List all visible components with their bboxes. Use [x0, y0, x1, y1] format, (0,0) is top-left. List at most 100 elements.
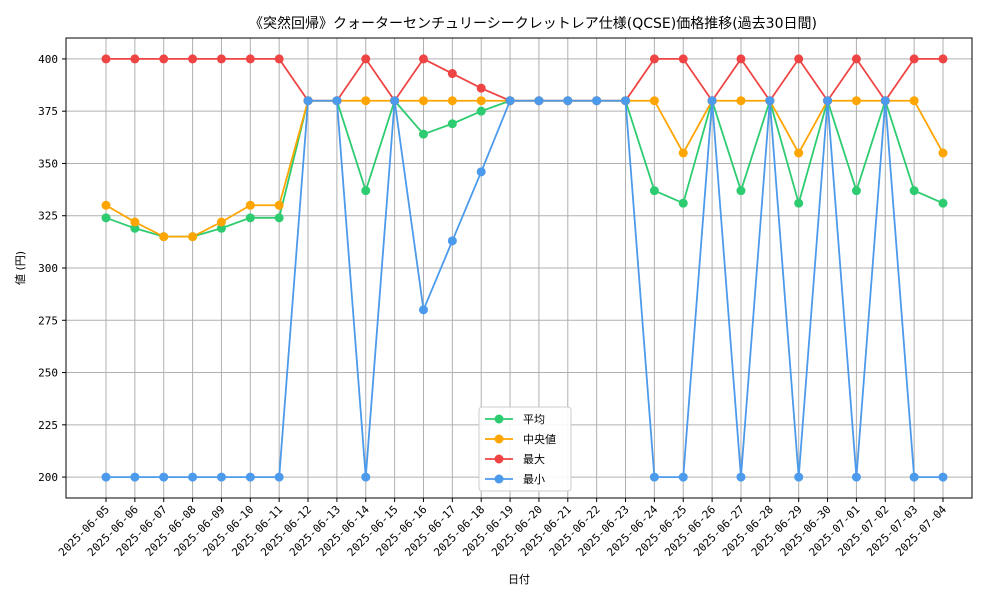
data-point	[274, 213, 284, 223]
data-point	[274, 200, 284, 210]
legend-item: 最大	[485, 452, 545, 466]
series-line	[105, 99, 944, 238]
data-point	[794, 148, 804, 158]
data-point	[216, 217, 226, 227]
data-point	[880, 96, 890, 106]
data-point	[476, 83, 486, 93]
data-point	[361, 54, 371, 64]
y-tick-label: 225	[38, 419, 58, 432]
data-point	[621, 96, 631, 106]
series-2	[101, 54, 948, 106]
data-point	[649, 54, 659, 64]
data-point	[274, 54, 284, 64]
data-point	[736, 96, 746, 106]
data-point	[909, 186, 919, 196]
data-point	[823, 96, 833, 106]
legend-swatch-marker	[494, 414, 504, 424]
data-point	[216, 223, 226, 233]
legend-swatch-marker	[494, 434, 504, 444]
data-point	[938, 54, 948, 64]
data-point	[159, 232, 169, 242]
data-point	[476, 96, 486, 106]
data-point	[447, 96, 457, 106]
legend-label: 最大	[523, 452, 545, 466]
data-point	[678, 54, 688, 64]
data-point	[101, 200, 111, 210]
data-point	[159, 54, 169, 64]
data-point	[476, 106, 486, 116]
data-point	[476, 167, 486, 177]
data-point	[361, 96, 371, 106]
data-point	[938, 472, 948, 482]
y-tick-label: 250	[38, 367, 58, 380]
data-point	[851, 54, 861, 64]
data-point	[909, 472, 919, 482]
data-point	[101, 54, 111, 64]
legend-item: 中央値	[485, 433, 556, 446]
data-point	[534, 96, 544, 106]
data-point	[188, 54, 198, 64]
data-point	[851, 472, 861, 482]
data-point	[303, 96, 313, 106]
y-tick-label: 325	[38, 210, 58, 223]
data-point	[188, 472, 198, 482]
y-tick-label: 400	[38, 53, 58, 66]
data-point	[794, 198, 804, 208]
data-point	[649, 96, 659, 106]
series-line	[106, 99, 943, 478]
data-point	[130, 223, 140, 233]
y-axis-label: 値 (円)	[14, 251, 27, 285]
data-point	[678, 148, 688, 158]
data-point	[216, 472, 226, 482]
data-point	[678, 472, 688, 482]
data-point	[505, 96, 515, 106]
data-point	[418, 96, 428, 106]
data-point	[794, 472, 804, 482]
data-point	[130, 217, 140, 227]
y-tick-label: 350	[38, 157, 58, 170]
data-point	[159, 472, 169, 482]
data-point	[736, 54, 746, 64]
data-point	[707, 96, 717, 106]
legend-label: 最小	[523, 473, 545, 486]
y-tick-label: 375	[38, 105, 58, 118]
data-point	[245, 213, 255, 223]
series-line	[106, 57, 943, 103]
data-point	[909, 96, 919, 106]
data-point	[447, 119, 457, 129]
data-point	[447, 236, 457, 246]
legend-box	[478, 406, 572, 492]
chart-title: 《突然回帰》クォーターセンチュリーシークレットレア仕様(QCSE)価格推移(過去…	[249, 15, 817, 32]
legend-swatch-marker	[494, 474, 504, 484]
data-point	[851, 186, 861, 196]
data-point	[765, 96, 775, 106]
data-point	[736, 472, 746, 482]
data-point	[101, 213, 111, 223]
data-point	[794, 54, 804, 64]
data-point	[332, 96, 342, 106]
legend-item: 最小	[485, 473, 545, 486]
legend-swatch-marker	[494, 454, 504, 464]
data-point	[851, 96, 861, 106]
data-point	[678, 198, 688, 208]
y-tick-label: 300	[38, 262, 58, 275]
data-point	[274, 472, 284, 482]
y-tick-label: 275	[38, 314, 58, 327]
series-3	[101, 96, 948, 482]
legend-label: 平均	[523, 413, 545, 426]
data-point	[188, 232, 198, 242]
data-point	[592, 96, 602, 106]
data-point	[101, 472, 111, 482]
data-point	[418, 305, 428, 315]
data-point	[130, 472, 140, 482]
data-point	[418, 54, 428, 64]
data-point	[245, 472, 255, 482]
data-point	[563, 96, 573, 106]
data-point	[216, 54, 226, 64]
data-point	[649, 472, 659, 482]
series-0	[101, 96, 948, 242]
legend-item: 平均	[485, 413, 545, 426]
data-point	[418, 129, 428, 139]
data-point	[909, 54, 919, 64]
